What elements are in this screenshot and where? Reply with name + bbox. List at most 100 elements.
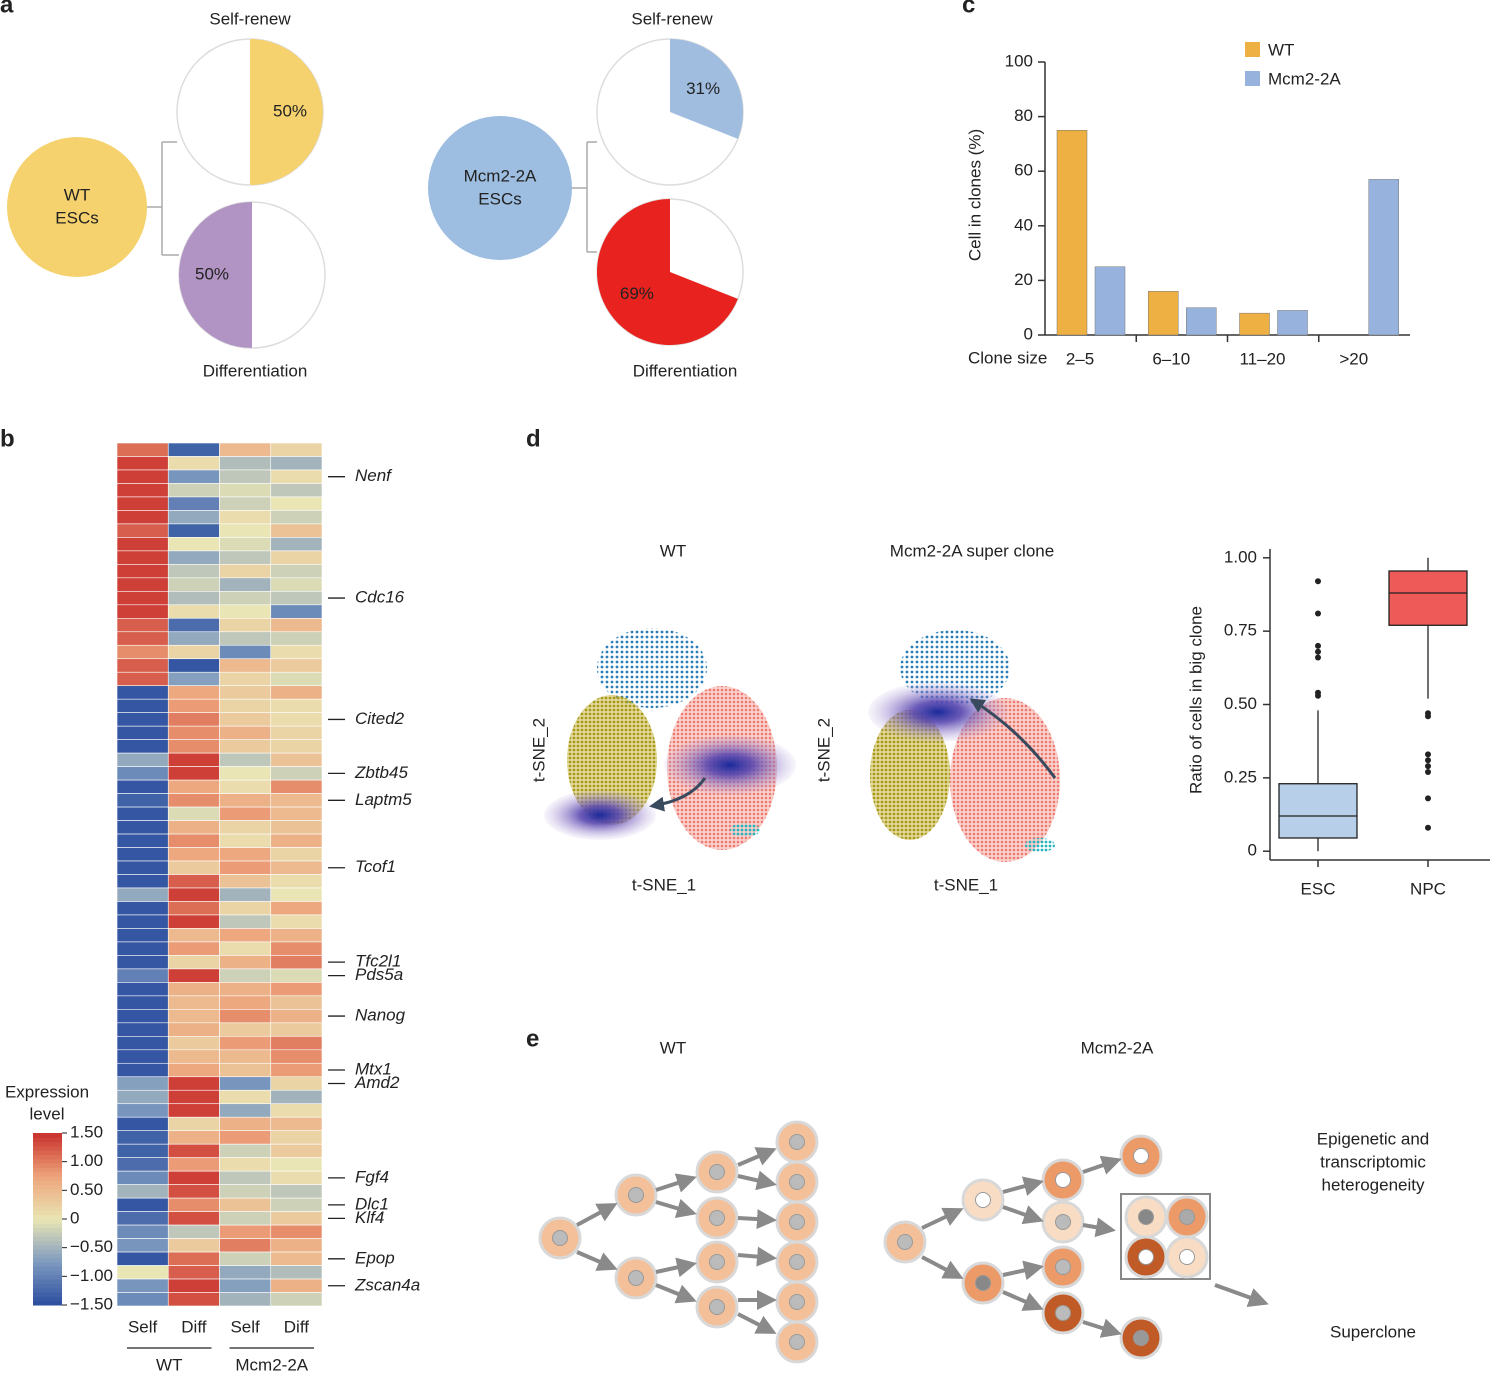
heatmap-cell: [167, 1251, 220, 1266]
heatmap-cell: [219, 820, 272, 835]
nucleus: [1138, 1249, 1154, 1265]
heatmap-cell: [219, 779, 272, 794]
arrow: [737, 1147, 777, 1167]
gene-label: Epop: [355, 1248, 395, 1267]
arrow: [1214, 1283, 1269, 1307]
heatmap-cell: [270, 1292, 323, 1307]
heatmap-cell: [219, 1265, 272, 1280]
colorbar-step: [33, 1176, 62, 1181]
heatmap-cell: [219, 577, 272, 592]
colorbar-step: [33, 1193, 62, 1198]
gene-label: Nanog: [355, 1006, 406, 1025]
heatmap-cell: [270, 766, 323, 781]
heatmap-cell: [116, 860, 169, 875]
heatmap-cell: [270, 456, 323, 471]
heatmap-cell: [219, 496, 272, 511]
x-tick-label: >20: [1339, 349, 1368, 368]
heatmap-cell: [219, 968, 272, 983]
gene-label: Amd2: [354, 1073, 400, 1092]
heatmap-cell: [167, 1130, 220, 1145]
bar: [1186, 307, 1217, 336]
heatmap-cell: [270, 1157, 323, 1172]
heatmap-cell: [219, 793, 272, 808]
colorbar-step: [33, 1163, 62, 1168]
heatmap-cell: [270, 1089, 323, 1105]
heatmap-cell: [167, 1143, 220, 1158]
legend-label: Mcm2-2A: [1268, 69, 1341, 88]
heatmap-cell: [219, 604, 272, 619]
heatmap-cell: [167, 752, 220, 767]
heatmap-cell: [270, 1036, 323, 1051]
legend-title: level: [30, 1104, 65, 1123]
heatmap-cell: [219, 941, 272, 956]
heatmap-cell: [167, 1211, 220, 1226]
heatmap-cell: [167, 712, 220, 727]
y-tick-label: 20: [1014, 270, 1033, 289]
heatmap-cell: [270, 1265, 323, 1280]
heatmap-cell: [167, 901, 220, 916]
outlier: [1315, 648, 1321, 655]
heatmap-cell: [219, 914, 272, 929]
heatmap-cell: [219, 1184, 272, 1199]
heatmap-cell: [167, 685, 220, 700]
heatmap-cell: [167, 968, 220, 983]
heatmap-cell: [270, 1076, 323, 1091]
heatmap-cell: [116, 806, 169, 821]
diagram-note: Superclone: [1330, 1322, 1416, 1341]
panel-label: e: [526, 1025, 539, 1052]
tsne-x-label: t-SNE_1: [632, 875, 696, 894]
heatmap-cell: [116, 1036, 169, 1051]
heatmap-cell: [116, 591, 169, 606]
outlier: [1425, 768, 1431, 775]
colorbar-label: 0: [70, 1208, 79, 1227]
heatmap-cell: [219, 658, 272, 673]
heatmap-cell: [270, 941, 323, 956]
heatmap-cell: [270, 510, 323, 525]
heatmap-cell: [270, 847, 323, 862]
heatmap-cell: [270, 860, 323, 875]
nucleus: [1055, 1214, 1071, 1230]
heatmap-cell: [116, 833, 169, 848]
nucleus: [628, 1187, 644, 1203]
superclone-box: [1120, 1193, 1211, 1280]
heatmap-cell: [116, 712, 169, 727]
heatmap-cell: [270, 523, 323, 538]
heatmap-cell: [219, 806, 272, 821]
nucleus: [789, 1214, 805, 1230]
heatmap-cell: [270, 928, 323, 943]
group-circle: [7, 137, 147, 277]
heatmap-cell: [167, 442, 220, 457]
colorbar-step: [33, 1292, 62, 1297]
heatmap-cell: [116, 887, 169, 902]
heatmap-cell: [270, 1009, 323, 1024]
arrow: [737, 1170, 777, 1191]
heatmap-cell: [219, 1224, 272, 1239]
colorbar-step: [33, 1274, 62, 1280]
heatmap-cell: [167, 644, 220, 660]
heatmap-cell: [116, 739, 169, 754]
colorbar-step: [33, 1201, 62, 1207]
pie-label: 50%: [195, 264, 229, 283]
heatmap-cell: [270, 712, 323, 727]
heatmap-cell: [167, 887, 220, 902]
colorbar-step: [33, 1287, 62, 1293]
heatmap-cell: [219, 982, 272, 997]
heatmap-cell: [219, 1022, 272, 1037]
heatmap-cell: [167, 739, 220, 754]
heatmap-cell: [116, 1265, 169, 1280]
outlier: [1425, 757, 1431, 764]
heatmap-cell: [219, 1036, 272, 1051]
heatmap-cell: [270, 806, 323, 821]
arrow: [737, 1246, 777, 1267]
heatmap-cell: [116, 847, 169, 862]
nucleus: [789, 1174, 805, 1190]
heatmap-cell: [270, 1224, 323, 1239]
heatmap-cell: [219, 1251, 272, 1266]
panel-label: b: [0, 425, 15, 452]
heatmap-cell: [116, 698, 169, 713]
heatmap-cell: [270, 874, 323, 889]
heatmap-cell: [167, 1062, 220, 1078]
heatmap-cell: [219, 860, 272, 875]
outlier: [1425, 763, 1431, 770]
bar: [1368, 179, 1399, 336]
